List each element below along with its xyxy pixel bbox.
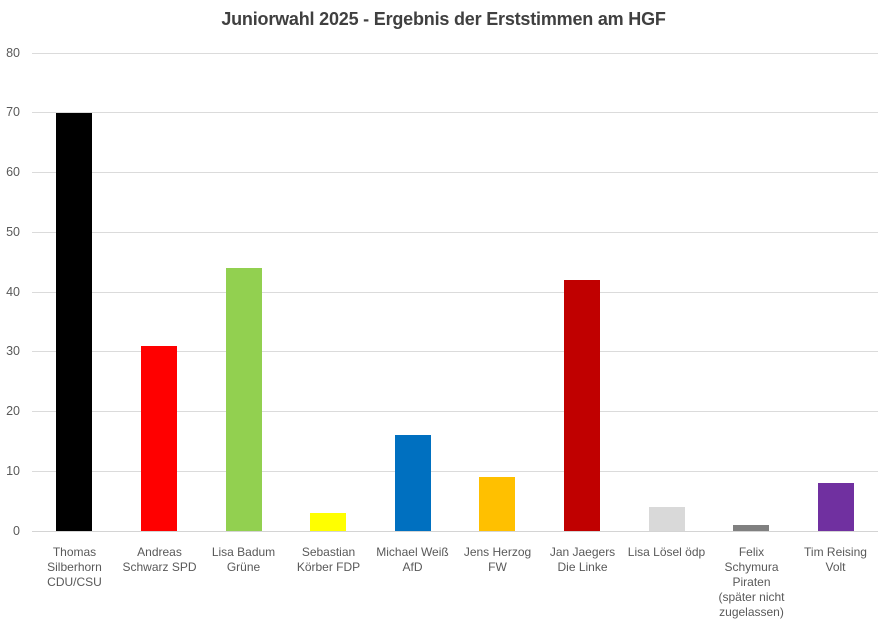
x-axis-label-volt: Tim Reising Volt — [804, 545, 867, 574]
gridline-50 — [32, 231, 878, 233]
y-tick-label-50: 50 — [6, 224, 20, 239]
bar-afd — [395, 435, 431, 531]
bar-spd — [141, 346, 177, 531]
bar-volt — [818, 483, 854, 531]
gridline-30 — [32, 351, 878, 353]
y-tick-label-40: 40 — [6, 284, 20, 299]
bar-gruene — [226, 268, 262, 531]
gridline-60 — [32, 172, 878, 173]
bar-oedp — [649, 507, 685, 531]
bar-cdu-csu — [56, 113, 92, 531]
x-axis-label-oedp: Lisa Lösel ödp — [627, 545, 706, 559]
bar-fw — [479, 477, 515, 531]
gridline-40 — [32, 291, 878, 293]
y-tick-label-10: 10 — [6, 463, 20, 478]
y-tick-label-0: 0 — [13, 523, 20, 538]
x-axis-label-spd: Andreas Schwarz SPD — [122, 545, 197, 574]
gridline-80 — [32, 52, 878, 54]
gridline-10 — [32, 470, 878, 472]
y-tick-label-70: 70 — [6, 105, 20, 120]
x-axis-label-cdu-csu: Thomas Silberhorn CDU/CSU — [47, 545, 102, 589]
y-tick-label-80: 80 — [6, 45, 20, 60]
x-axis-label-piraten: Felix Schymura Piraten (später nicht zug… — [718, 545, 785, 619]
chart-title: Juniorwahl 2025 - Ergebnis der Erststimm… — [221, 9, 666, 29]
bar-die-linke — [564, 280, 600, 531]
y-tick-label-30: 30 — [6, 344, 20, 359]
x-axis-label-die-linke: Jan Jaegers Die Linke — [549, 545, 616, 574]
x-axis-label-gruene: Lisa Badum Grüne — [211, 545, 276, 574]
gridline-70 — [32, 112, 878, 114]
bar-fdp — [310, 513, 346, 531]
x-axis-line — [32, 530, 878, 532]
gridline-20 — [32, 411, 878, 412]
x-axis-label-afd: Michael Weiß AfD — [376, 545, 449, 574]
x-axis-label-fw: Jens Herzog FW — [463, 545, 532, 574]
x-axis-label-fdp: Sebastian Körber FDP — [296, 545, 361, 574]
bar-piraten — [733, 525, 769, 531]
y-tick-label-20: 20 — [6, 404, 20, 418]
y-tick-label-60: 60 — [6, 165, 20, 179]
